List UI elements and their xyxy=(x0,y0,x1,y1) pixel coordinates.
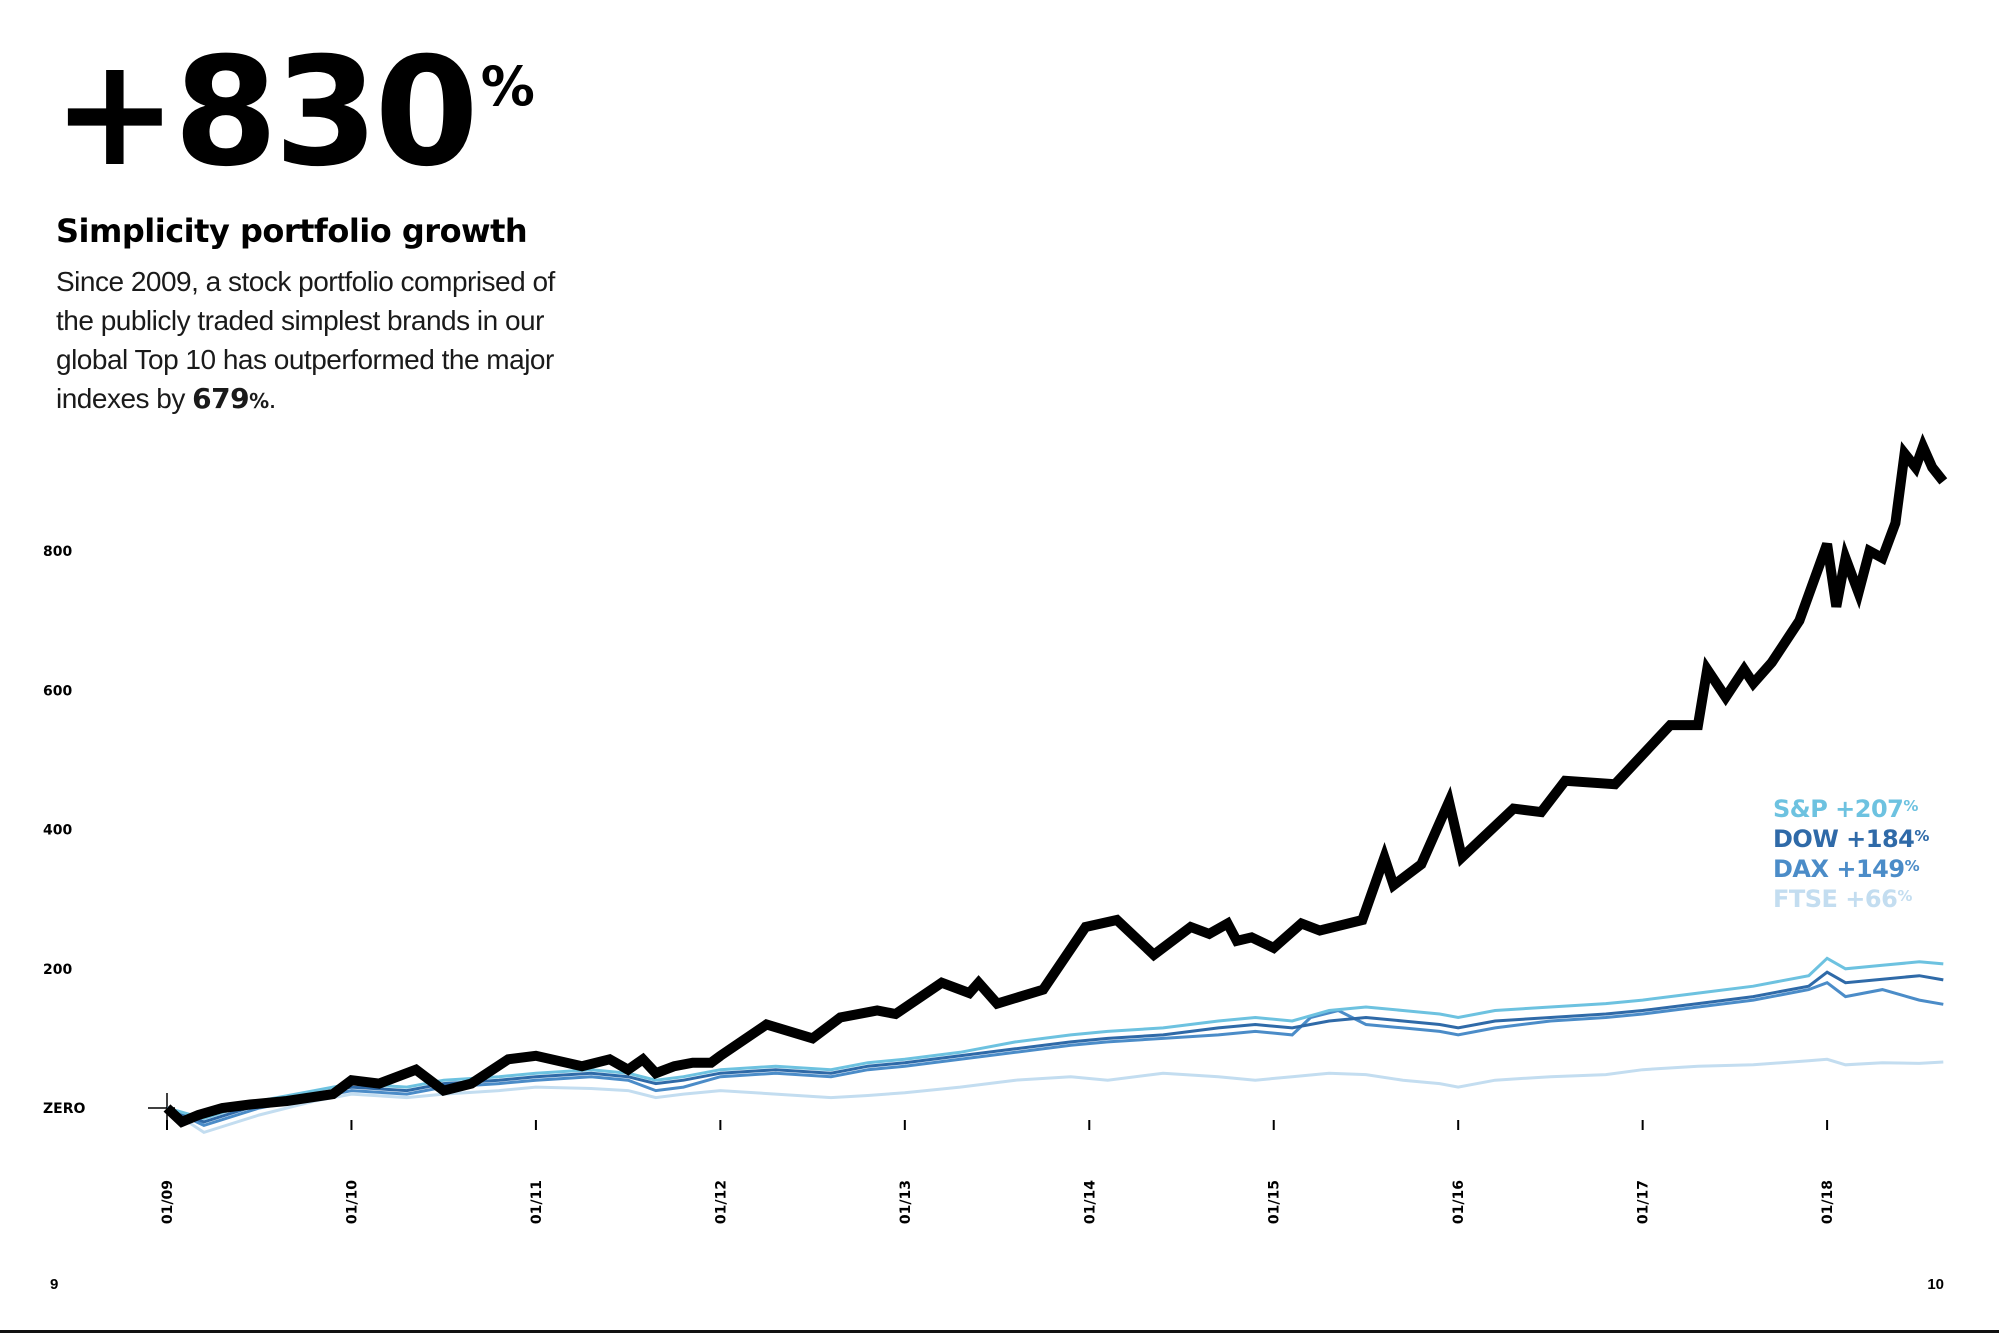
x-tick-label: 01/09 xyxy=(160,1180,176,1224)
legend-entry: DOW +184% xyxy=(1773,825,1929,853)
x-tick-label: 01/13 xyxy=(898,1180,914,1224)
description-highlight: 679% xyxy=(192,382,269,415)
description-text: Since 2009, a stock portfolio comprised … xyxy=(56,266,555,414)
description-end: . xyxy=(268,383,277,414)
x-tick-label: 01/10 xyxy=(344,1180,360,1224)
x-tick-label: 01/12 xyxy=(713,1180,729,1224)
page-number-right: 10 xyxy=(1927,1276,1944,1293)
index-series-line xyxy=(166,981,1944,1128)
x-tick-label: 01/18 xyxy=(1820,1180,1836,1224)
chart-description: Since 2009, a stock portfolio comprised … xyxy=(56,262,576,421)
legend-entry: FTSE +66% xyxy=(1773,885,1912,913)
y-tick-label: 800 xyxy=(43,544,72,560)
bottom-rule xyxy=(0,1330,1999,1333)
index-series-line xyxy=(166,970,1944,1124)
y-tick-label: ZERO xyxy=(43,1101,85,1117)
y-tick-label: 200 xyxy=(43,962,72,978)
legend-entry: S&P +207% xyxy=(1773,795,1918,823)
headline-value: +830 xyxy=(52,26,479,200)
y-tick-label: 400 xyxy=(43,823,72,839)
headline: +830% xyxy=(52,38,535,188)
headline-unit: % xyxy=(480,55,535,118)
legend-entry: DAX +149% xyxy=(1773,855,1920,883)
x-tick-label: 01/16 xyxy=(1451,1180,1467,1224)
x-tick-label: 01/11 xyxy=(529,1180,545,1224)
index-series-line xyxy=(166,956,1944,1120)
page-number-left: 9 xyxy=(50,1276,59,1293)
x-tick-label: 01/14 xyxy=(1082,1180,1098,1224)
y-tick-label: 600 xyxy=(43,683,72,699)
chart-subtitle: Simplicity portfolio growth xyxy=(56,212,528,250)
index-series-line xyxy=(166,1057,1944,1135)
x-tick-label: 01/15 xyxy=(1267,1180,1283,1224)
x-tick-label: 01/17 xyxy=(1636,1180,1652,1224)
portfolio-series-line xyxy=(163,433,1948,1128)
